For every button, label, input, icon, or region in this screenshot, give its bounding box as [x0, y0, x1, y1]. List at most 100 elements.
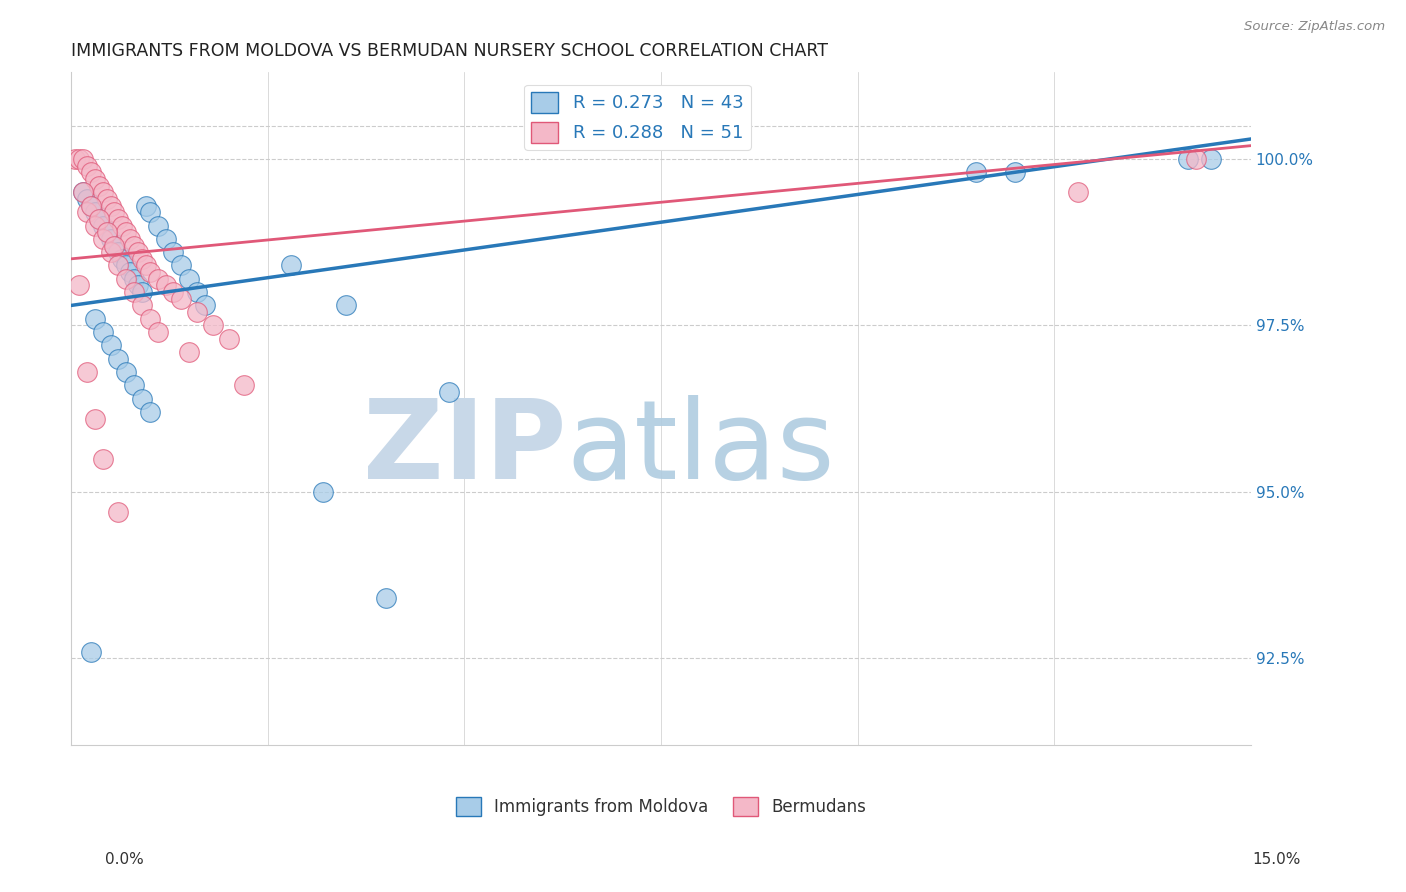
- Point: [72, 186, 94, 200]
- Point: [139, 311, 162, 326]
- Point: [80, 198, 103, 212]
- Point: [107, 211, 129, 226]
- Point: [96, 225, 118, 239]
- Point: [122, 238, 145, 252]
- Point: [115, 259, 138, 273]
- Point: [1184, 152, 1206, 166]
- Point: [127, 245, 149, 260]
- Point: [87, 178, 110, 193]
- Point: [155, 278, 177, 293]
- Point: [120, 232, 142, 246]
- Point: [965, 165, 987, 179]
- Point: [103, 238, 125, 252]
- Point: [91, 186, 114, 200]
- Point: [83, 311, 105, 326]
- Point: [111, 252, 134, 266]
- Point: [80, 198, 103, 212]
- Point: [374, 591, 396, 606]
- Point: [120, 265, 142, 279]
- Point: [87, 211, 110, 226]
- Point: [194, 298, 217, 312]
- Point: [1177, 152, 1199, 166]
- Point: [96, 192, 118, 206]
- Point: [72, 186, 94, 200]
- Point: [131, 298, 153, 312]
- Point: [83, 205, 105, 219]
- Text: 15.0%: 15.0%: [1253, 852, 1301, 867]
- Point: [76, 205, 98, 219]
- Point: [83, 219, 105, 233]
- Point: [179, 272, 201, 286]
- Text: ZIP: ZIP: [363, 395, 567, 502]
- Point: [91, 451, 114, 466]
- Point: [63, 152, 86, 166]
- Point: [162, 245, 184, 260]
- Point: [131, 392, 153, 406]
- Point: [111, 219, 134, 233]
- Point: [67, 278, 90, 293]
- Point: [170, 259, 193, 273]
- Point: [80, 644, 103, 658]
- Point: [139, 205, 162, 219]
- Point: [100, 245, 122, 260]
- Point: [1067, 186, 1090, 200]
- Point: [335, 298, 357, 312]
- Point: [135, 259, 157, 273]
- Point: [312, 484, 335, 499]
- Point: [72, 152, 94, 166]
- Point: [67, 152, 90, 166]
- Point: [100, 338, 122, 352]
- Point: [76, 159, 98, 173]
- Point: [122, 285, 145, 299]
- Point: [146, 272, 169, 286]
- Text: IMMIGRANTS FROM MOLDOVA VS BERMUDAN NURSERY SCHOOL CORRELATION CHART: IMMIGRANTS FROM MOLDOVA VS BERMUDAN NURS…: [72, 42, 828, 60]
- Point: [103, 205, 125, 219]
- Text: atlas: atlas: [567, 395, 835, 502]
- Text: Source: ZipAtlas.com: Source: ZipAtlas.com: [1244, 20, 1385, 33]
- Point: [139, 405, 162, 419]
- Point: [87, 211, 110, 226]
- Point: [146, 219, 169, 233]
- Point: [186, 285, 208, 299]
- Point: [139, 265, 162, 279]
- Text: 0.0%: 0.0%: [105, 852, 145, 867]
- Point: [76, 192, 98, 206]
- Point: [107, 505, 129, 519]
- Point: [201, 318, 224, 333]
- Point: [280, 259, 302, 273]
- Point: [80, 165, 103, 179]
- Point: [115, 225, 138, 239]
- Point: [186, 305, 208, 319]
- Point: [135, 198, 157, 212]
- Point: [91, 232, 114, 246]
- Point: [96, 225, 118, 239]
- Point: [100, 232, 122, 246]
- Point: [218, 332, 240, 346]
- Point: [131, 285, 153, 299]
- Point: [115, 365, 138, 379]
- Point: [179, 345, 201, 359]
- Point: [437, 384, 460, 399]
- Point: [131, 252, 153, 266]
- Point: [122, 378, 145, 392]
- Point: [83, 172, 105, 186]
- Point: [115, 272, 138, 286]
- Point: [1201, 152, 1223, 166]
- Point: [91, 325, 114, 339]
- Legend: Immigrants from Moldova, Bermudans: Immigrants from Moldova, Bermudans: [449, 790, 873, 822]
- Point: [127, 278, 149, 293]
- Point: [170, 292, 193, 306]
- Point: [107, 259, 129, 273]
- Point: [91, 219, 114, 233]
- Point: [122, 272, 145, 286]
- Point: [162, 285, 184, 299]
- Point: [107, 245, 129, 260]
- Point: [155, 232, 177, 246]
- Point: [233, 378, 256, 392]
- Point: [83, 411, 105, 425]
- Point: [76, 365, 98, 379]
- Point: [146, 325, 169, 339]
- Point: [1004, 165, 1026, 179]
- Point: [107, 351, 129, 366]
- Point: [103, 238, 125, 252]
